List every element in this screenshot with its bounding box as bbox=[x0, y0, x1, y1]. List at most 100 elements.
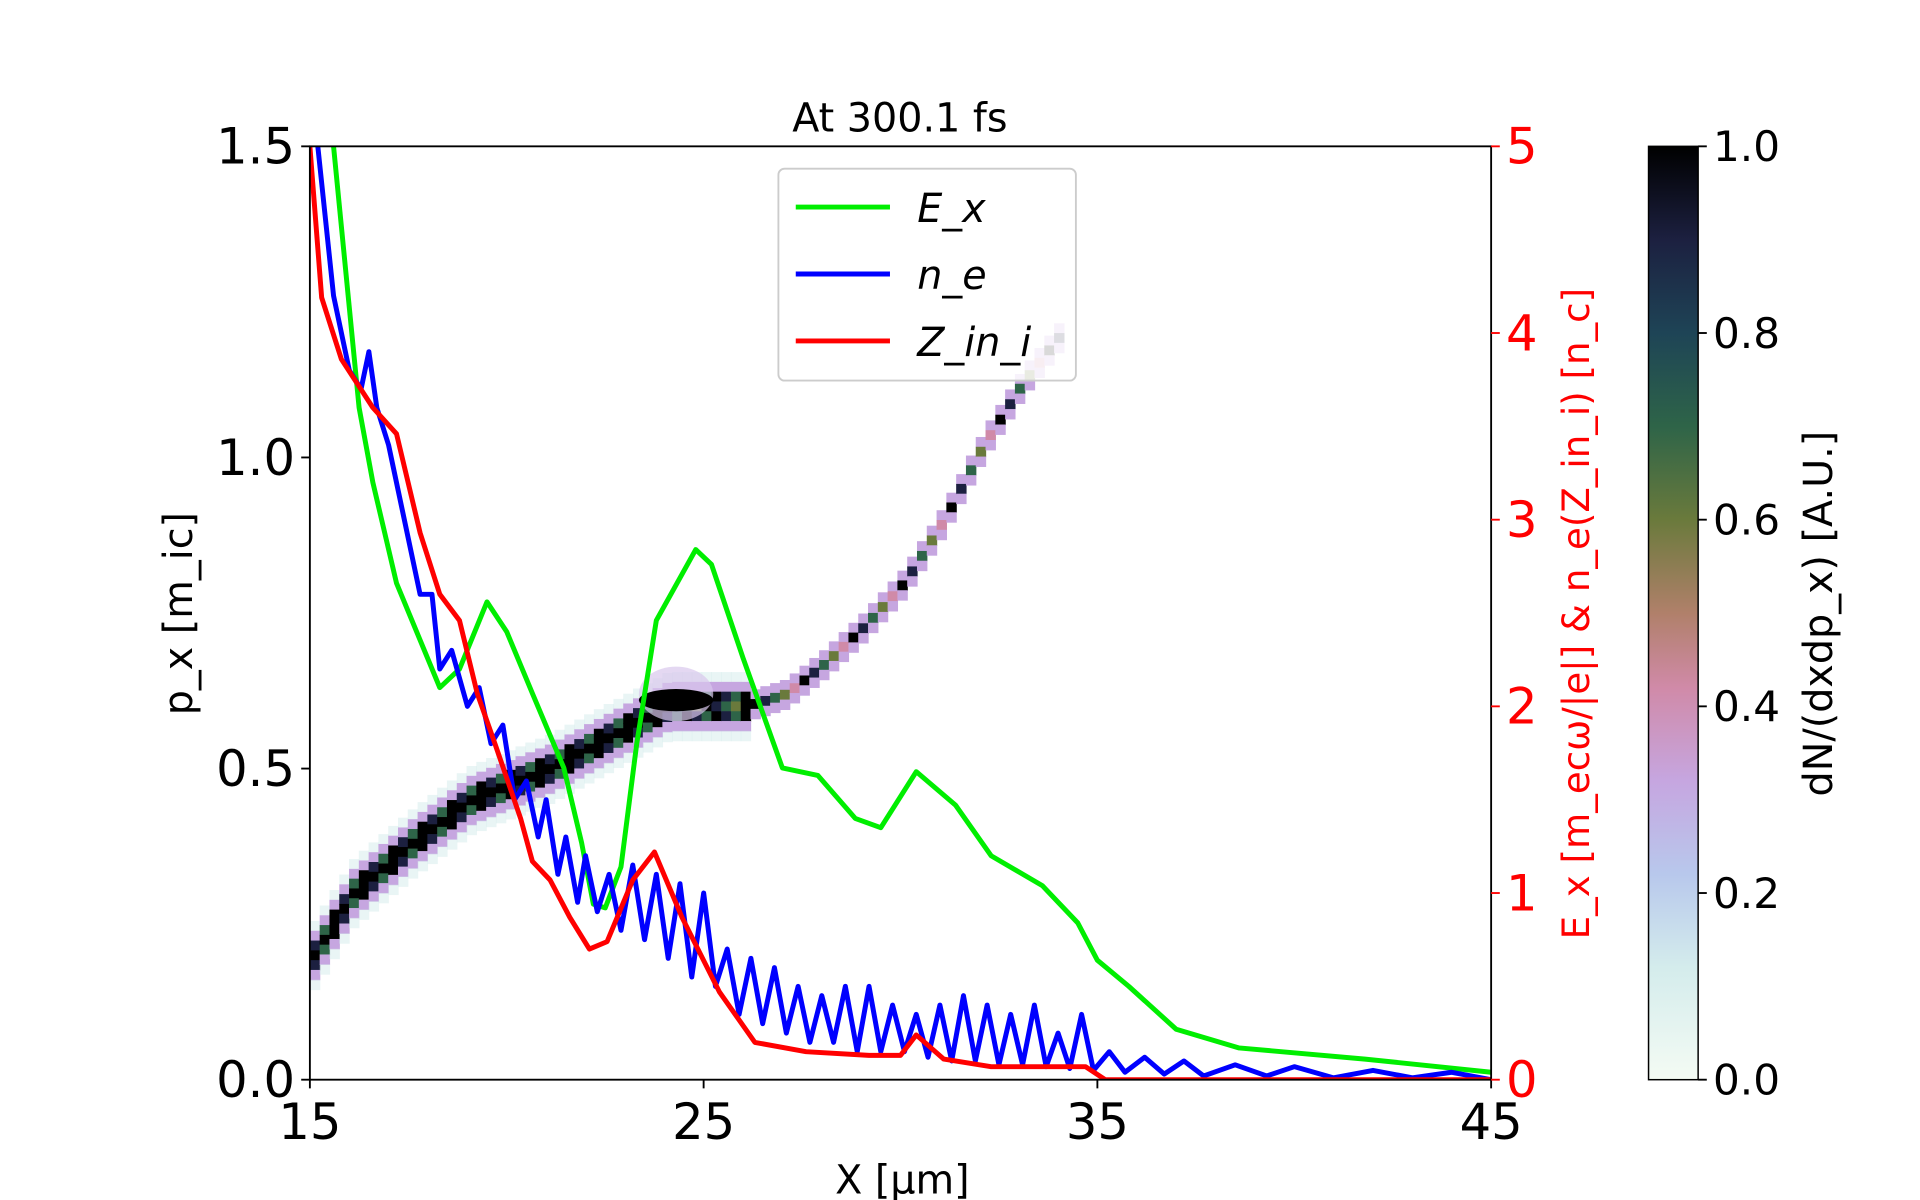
heatmap-cell bbox=[711, 730, 722, 742]
heatmap-cell bbox=[437, 787, 448, 799]
heatmap-cell bbox=[652, 717, 664, 728]
heatmap-cell bbox=[368, 881, 380, 892]
legend-label: Z_in_i bbox=[916, 320, 1031, 366]
heatmap-cell bbox=[789, 693, 801, 704]
heatmap-cell bbox=[456, 773, 468, 784]
x-axis: 15 25 35 45 bbox=[278, 1079, 1523, 1151]
heatmap-cell bbox=[417, 851, 429, 862]
heatmap-cell bbox=[730, 672, 742, 683]
heatmap-cell bbox=[339, 903, 350, 915]
heatmap-cell bbox=[711, 691, 722, 703]
heatmap-cell bbox=[584, 773, 595, 784]
right-y-axis-label: E_x [m_ecω/|e|] & n_e(Z_in_i) [n_c] bbox=[1554, 288, 1598, 939]
y-tick-label-right: 5 bbox=[1506, 118, 1538, 176]
heatmap-cell bbox=[339, 923, 350, 934]
heatmap-cell bbox=[388, 884, 399, 896]
heatmap-cell bbox=[378, 873, 389, 884]
heatmap-cell bbox=[358, 850, 370, 862]
heatmap-cell bbox=[897, 590, 908, 601]
heatmap-cell bbox=[495, 793, 507, 804]
heatmap-cell bbox=[623, 752, 634, 763]
heatmap-cell bbox=[437, 826, 448, 838]
heatmap-cell bbox=[309, 930, 321, 942]
heatmap-blob-core bbox=[638, 688, 714, 712]
heatmap-cell bbox=[613, 718, 624, 729]
heatmap-cell bbox=[819, 660, 830, 671]
legend-label: n_e bbox=[917, 253, 986, 299]
heatmap-cell bbox=[329, 909, 340, 921]
heatmap-cell bbox=[642, 712, 654, 724]
heatmap-cell bbox=[936, 510, 947, 521]
series-line-zini bbox=[309, 146, 1492, 1080]
heatmap-cell bbox=[770, 692, 781, 704]
heatmap-cell bbox=[1005, 389, 1016, 400]
heatmap-cell bbox=[916, 560, 928, 572]
heatmap-cell bbox=[544, 783, 556, 795]
heatmap-cell bbox=[476, 771, 487, 783]
heatmap-cell bbox=[349, 908, 360, 919]
y-tick-label-left: 0.0 bbox=[216, 1051, 295, 1109]
y-tick-label-right: 4 bbox=[1506, 304, 1538, 362]
heatmap-cell bbox=[623, 742, 634, 754]
heatmap-cell bbox=[633, 747, 644, 758]
heatmap-cell bbox=[652, 736, 664, 748]
heatmap-cell bbox=[319, 905, 331, 916]
heatmap-cell bbox=[495, 773, 507, 785]
heatmap-cell bbox=[652, 727, 664, 738]
heatmap-cell bbox=[799, 675, 810, 686]
heatmap-cell bbox=[916, 541, 928, 552]
heatmap-cell bbox=[633, 698, 644, 709]
heatmap-cell bbox=[593, 748, 605, 759]
heatmap-cell bbox=[965, 465, 977, 476]
left-y-axis: 0.0 0.5 1.0 1.5 bbox=[216, 118, 310, 1109]
heatmap-cell bbox=[662, 731, 673, 743]
heatmap-cell bbox=[730, 701, 742, 712]
heatmap-cell bbox=[417, 831, 429, 842]
heatmap-cell bbox=[701, 730, 712, 742]
heatmap-cell bbox=[564, 744, 575, 755]
heatmap-cell bbox=[603, 752, 615, 764]
heatmap-cell bbox=[936, 529, 947, 541]
heatmap-cell bbox=[466, 785, 477, 797]
heatmap-cell bbox=[789, 673, 801, 684]
heatmap-cell bbox=[975, 456, 987, 467]
heatmap-cell bbox=[554, 729, 566, 741]
heatmap-cell bbox=[417, 841, 429, 852]
heatmap-cell bbox=[515, 795, 526, 806]
heatmap-cell bbox=[613, 698, 624, 710]
heatmap-cell bbox=[868, 622, 879, 634]
heatmap-cell bbox=[486, 758, 497, 769]
heatmap-cell bbox=[711, 701, 722, 712]
plot-frame bbox=[308, 145, 1493, 1081]
heatmap-cell bbox=[535, 787, 546, 799]
heatmap-cell bbox=[936, 520, 947, 531]
heatmap-cell bbox=[584, 743, 595, 755]
heatmap-cell bbox=[339, 894, 350, 905]
heatmap-cell bbox=[407, 819, 419, 830]
heatmap-cell bbox=[701, 672, 712, 683]
heatmap-cell bbox=[564, 763, 575, 775]
heatmap-cell bbox=[740, 701, 752, 712]
heatmap-cell bbox=[877, 611, 889, 623]
heatmap-cell bbox=[427, 794, 438, 806]
heatmap-cell bbox=[965, 475, 977, 486]
heatmap-cell bbox=[593, 738, 605, 749]
heatmap-cell bbox=[946, 512, 957, 523]
heatmap-cell bbox=[505, 750, 517, 761]
heatmap-cell bbox=[779, 699, 791, 710]
heatmap-cell bbox=[388, 845, 399, 856]
heatmap-cell bbox=[574, 719, 585, 730]
heatmap-cell bbox=[466, 775, 477, 787]
y-tick-label-left: 1.0 bbox=[216, 429, 295, 487]
heatmap-cell bbox=[740, 721, 752, 732]
heatmap-cell bbox=[417, 860, 429, 872]
heatmap-cell bbox=[407, 838, 419, 850]
heatmap-cell bbox=[603, 723, 615, 735]
y-tick-label-left: 0.5 bbox=[216, 740, 295, 798]
heatmap-cell bbox=[329, 919, 340, 930]
heatmap-cell bbox=[956, 483, 967, 495]
heatmap-cell bbox=[603, 713, 615, 725]
heatmap-cell bbox=[358, 909, 370, 920]
heatmap-cell bbox=[368, 901, 380, 912]
heatmap-cell bbox=[887, 581, 899, 592]
